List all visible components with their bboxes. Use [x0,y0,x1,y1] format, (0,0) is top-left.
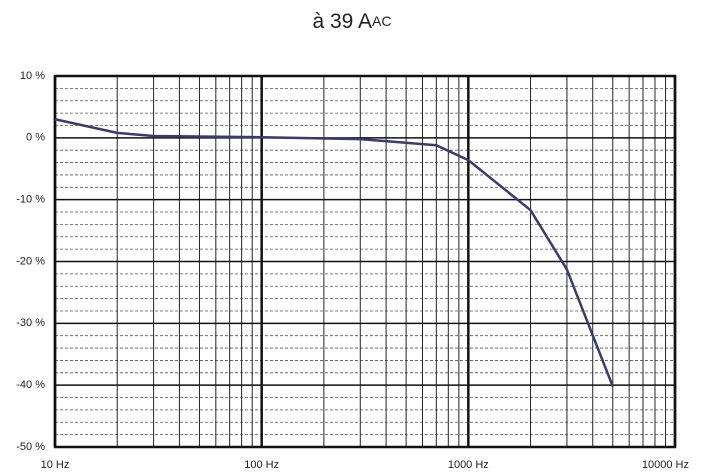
y-tick-label: 10 % [20,70,45,82]
y-tick-label: -50 % [16,441,45,453]
plot-frame [53,74,677,449]
x-tick-label: 10000 Hz [642,459,689,471]
y-tick-label: -30 % [16,317,45,329]
x-tick-label: 1000 Hz [448,459,489,471]
x-tick-label: 10 Hz [41,459,70,471]
title-subscript: AC [372,13,391,29]
x-tick-label: 100 Hz [244,459,279,471]
data-line [54,118,614,387]
y-tick-label: -20 % [16,255,45,267]
y-tick-label: -10 % [16,194,45,206]
y-tick-label: 0 % [26,132,45,144]
y-tick-label: -40 % [16,379,45,391]
chart-title: à 39 AAC [312,10,391,33]
title-main: à 39 A [312,10,372,33]
